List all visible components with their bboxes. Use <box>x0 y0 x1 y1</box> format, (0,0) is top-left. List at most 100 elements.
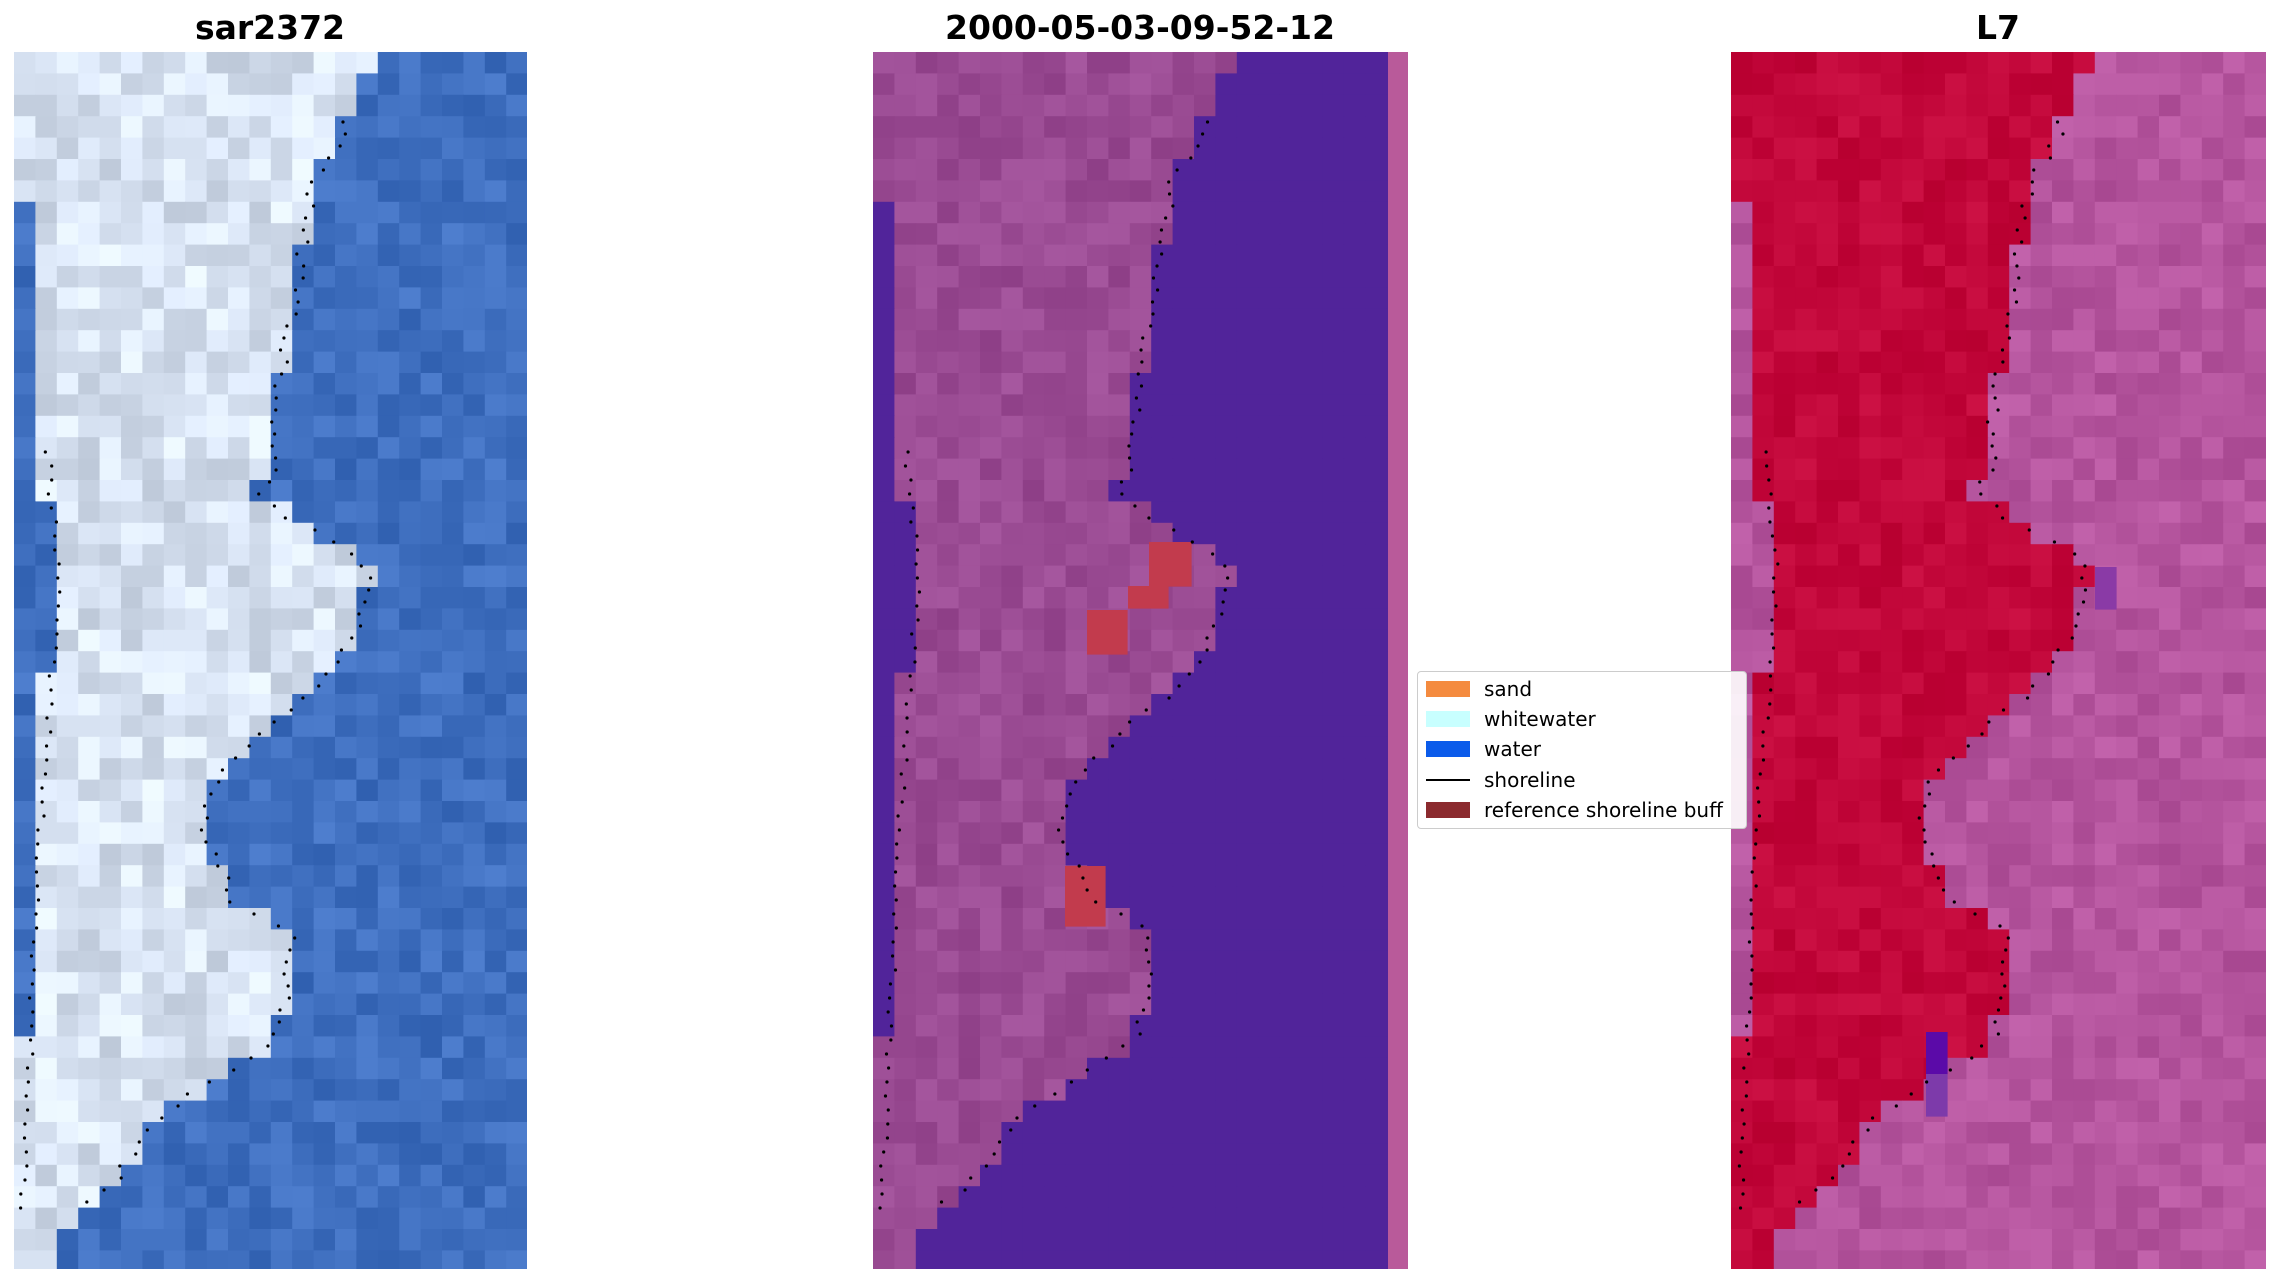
raster-pixel <box>377 587 400 609</box>
raster-pixel <box>35 950 58 973</box>
raster-pixel <box>958 116 981 139</box>
raster-pixel <box>1838 159 1860 181</box>
raster-pixel <box>228 287 250 310</box>
raster-pixel <box>1816 608 1839 631</box>
raster-pixel <box>121 330 143 353</box>
raster-pixel <box>420 116 443 139</box>
raster-pixel <box>2159 1036 2181 1059</box>
raster-pixel <box>1022 1079 1045 1102</box>
raster-pixel <box>35 1015 58 1037</box>
raster-pixel <box>206 415 229 438</box>
raster-pixel <box>1194 801 1216 823</box>
raster-pixel <box>313 1036 336 1059</box>
raster-pixel <box>1194 843 1216 866</box>
raster-pixel <box>78 651 101 674</box>
raster-pixel <box>228 266 250 288</box>
raster-pixel <box>56 201 79 224</box>
raster-pixel <box>99 1229 122 1251</box>
shoreline-point <box>36 898 41 902</box>
raster-pixel <box>1816 180 1839 203</box>
raster-pixel <box>1236 587 1259 609</box>
raster-pixel <box>1001 843 1024 866</box>
raster-pixel <box>99 1207 122 1230</box>
raster-pixel <box>377 330 400 353</box>
raster-pixel <box>1301 779 1323 802</box>
raster-pixel <box>1773 1164 1796 1187</box>
raster-pixel <box>915 94 938 117</box>
raster-pixel <box>1151 972 1174 995</box>
raster-pixel <box>1966 180 1989 203</box>
raster-pixel <box>1215 1036 1238 1059</box>
raster-pixel <box>1001 1250 1024 1269</box>
raster-pixel <box>2137 651 2160 674</box>
raster-pixel <box>1087 394 1109 417</box>
raster-pixel <box>1966 1057 1989 1080</box>
raster-pixel <box>1945 1122 1967 1144</box>
raster-pixel <box>56 801 79 823</box>
raster-pixel <box>1859 1250 1882 1269</box>
rgb-image-panel <box>14 52 527 1269</box>
raster-pixel <box>1816 908 1839 930</box>
raster-pixel <box>163 330 186 353</box>
raster-pixel <box>1001 308 1024 331</box>
raster-pixel <box>2116 1079 2139 1102</box>
raster-pixel <box>915 651 938 674</box>
raster-pixel <box>1838 1057 1860 1080</box>
raster-pixel <box>1172 1229 1195 1251</box>
raster-pixel <box>1838 629 1860 652</box>
raster-pixel <box>484 608 507 631</box>
raster-pixel <box>1902 1057 1925 1080</box>
raster-pixel <box>484 672 507 695</box>
raster-pixel <box>1322 52 1345 74</box>
raster-pixel <box>1065 52 1088 74</box>
raster-pixel <box>2116 1100 2139 1123</box>
raster-pixel <box>980 736 1002 759</box>
raster-pixel <box>1279 843 1302 866</box>
raster-pixel <box>2223 865 2246 888</box>
raster-pixel <box>1129 266 1152 288</box>
raster-pixel <box>915 1057 938 1080</box>
raster-pixel <box>1151 480 1174 502</box>
shoreline-point <box>1069 1080 1074 1084</box>
raster-pixel <box>356 758 379 781</box>
legend-label: shoreline <box>1484 768 1576 792</box>
raster-pixel <box>1838 565 1860 588</box>
raster-pixel <box>270 201 293 224</box>
raster-pixel <box>873 972 895 995</box>
raster-pixel <box>1258 458 1281 481</box>
raster-pixel <box>2009 972 2032 995</box>
raster-pixel <box>1752 993 1775 1016</box>
raster-pixel <box>1322 908 1345 930</box>
raster-pixel <box>873 822 895 845</box>
raster-pixel <box>1044 1250 1067 1269</box>
raster-pixel <box>1215 415 1238 438</box>
shoreline-point <box>2007 336 2011 340</box>
raster-pixel <box>163 1164 186 1187</box>
raster-pixel <box>2137 1186 2160 1209</box>
raster-pixel <box>377 223 400 246</box>
shoreline-point <box>887 1066 891 1070</box>
raster-pixel <box>121 266 143 288</box>
raster-pixel <box>2180 950 2203 973</box>
raster-pixel <box>163 52 186 74</box>
raster-pixel <box>2137 758 2160 781</box>
raster-pixel <box>1151 1036 1174 1059</box>
raster-pixel <box>442 865 464 888</box>
raster-pixel <box>1365 608 1388 631</box>
raster-pixel <box>1215 73 1238 96</box>
raster-pixel <box>2159 1057 2181 1080</box>
raster-pixel <box>1343 223 1366 246</box>
raster-pixel <box>313 394 336 417</box>
raster-pixel <box>313 1164 336 1187</box>
raster-pixel <box>206 501 229 524</box>
raster-pixel <box>1172 351 1195 374</box>
raster-pixel <box>1987 886 2010 909</box>
shoreline-point <box>884 1052 889 1056</box>
raster-pixel <box>1301 843 1323 866</box>
raster-pixel <box>185 908 208 930</box>
raster-pixel <box>2159 501 2181 524</box>
raster-pixel <box>1859 629 1882 652</box>
raster-pixel <box>2052 137 2074 160</box>
raster-pixel <box>1966 672 1989 695</box>
raster-pixel <box>1838 373 1860 395</box>
